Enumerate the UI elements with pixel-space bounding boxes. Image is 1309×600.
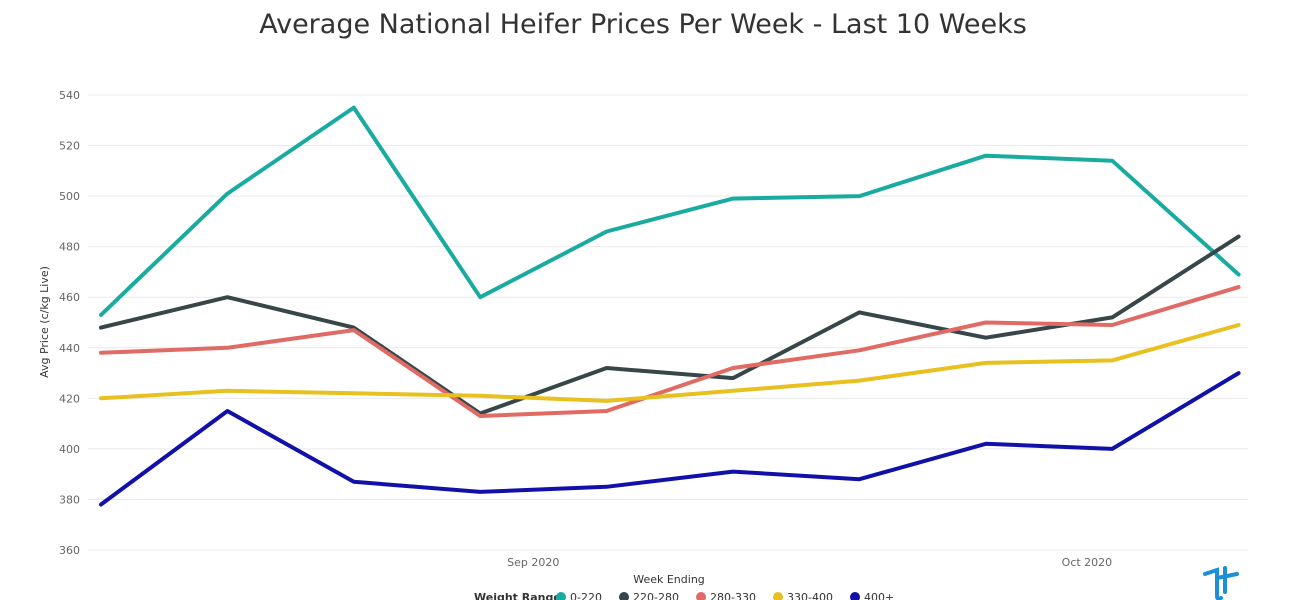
- y-axis-label: Avg Price (c/kg Live): [38, 266, 51, 378]
- series-lines: [99, 105, 1241, 507]
- x-tick-label: Sep 2020: [507, 556, 559, 569]
- legend-marker: [773, 592, 783, 600]
- y-tick-label: 440: [59, 342, 80, 355]
- y-tick-label: 460: [59, 291, 80, 304]
- legend-entry: 400+: [864, 591, 894, 600]
- y-axis-ticks: 360 380 400 420 440 460 480 500 520 540: [59, 89, 80, 557]
- y-tick-label: 520: [59, 140, 80, 153]
- legend-entry: 280-330: [710, 591, 756, 600]
- legend-marker: [619, 592, 629, 600]
- x-tick-label: Oct 2020: [1062, 556, 1113, 569]
- series-line-0-220: [99, 105, 1241, 317]
- tt-logo-icon: [1203, 566, 1239, 600]
- y-tick-label: 540: [59, 89, 80, 102]
- legend-marker: [556, 592, 566, 600]
- legend-entry: 0-220: [570, 591, 602, 600]
- legend: Weight Range 0-220 220-280 280-330 330-400 40…: [474, 591, 894, 600]
- legend-entry: 330-400: [787, 591, 833, 600]
- legend-marker: [850, 592, 860, 600]
- gridlines: [88, 94, 1248, 551]
- y-tick-label: 480: [59, 241, 80, 254]
- series-line-280-330: [99, 285, 1241, 418]
- legend-entry: 220-280: [633, 591, 679, 600]
- legend-marker: [696, 592, 706, 600]
- y-tick-label: 360: [59, 544, 80, 557]
- series-line-330-400: [99, 323, 1241, 403]
- y-tick-label: 400: [59, 443, 80, 456]
- series-line-400+: [99, 371, 1241, 507]
- y-tick-label: 500: [59, 190, 80, 203]
- x-axis-ticks: Sep 2020 Oct 2020: [507, 556, 1112, 569]
- series-line-220-280: [99, 234, 1241, 416]
- y-tick-label: 420: [59, 392, 80, 405]
- legend-title: Weight Range: [474, 591, 561, 600]
- y-tick-label: 380: [59, 493, 80, 506]
- chart-title: Average National Heifer Prices Per Week …: [259, 9, 1027, 40]
- x-axis-label: Week Ending: [633, 573, 705, 586]
